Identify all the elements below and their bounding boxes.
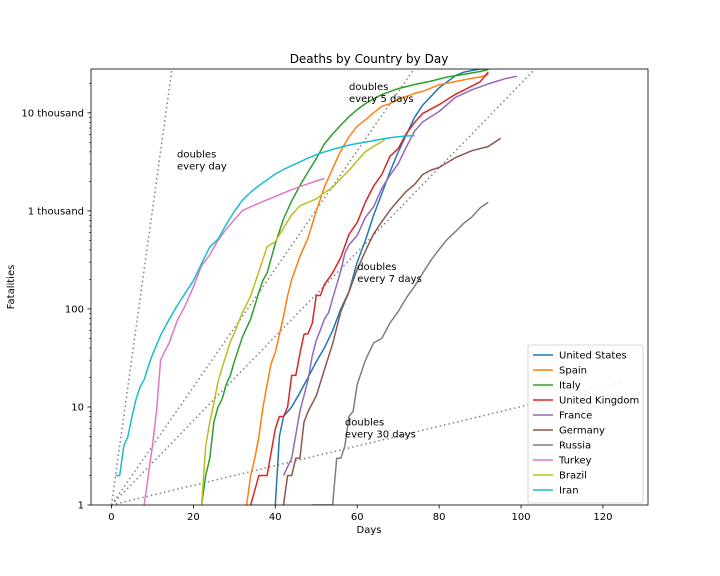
- series-line-russia: [312, 201, 489, 505]
- series-line-france: [282, 75, 518, 476]
- legend-label: Russia: [559, 441, 591, 452]
- reference-line: [110, 69, 173, 505]
- x-axis-label: Days: [357, 525, 382, 536]
- legend-label: France: [559, 411, 592, 422]
- legend: United States Spain Italy United Kingdom Fra…: [527, 344, 644, 504]
- y-axis-label: Fatalities: [6, 265, 17, 310]
- y-tick-label: 100: [65, 304, 84, 315]
- series-line-germany: [282, 137, 502, 505]
- series-line-spain: [245, 73, 489, 505]
- reference-line-label: doubles every 5 days: [349, 82, 414, 105]
- x-tick-label: 120: [593, 512, 612, 523]
- x-tick-label: 40: [269, 512, 282, 523]
- x-axis: 0 20 40 60 80 100 120: [108, 505, 612, 523]
- x-tick-label: 20: [187, 512, 200, 523]
- y-tick-label: 10: [71, 402, 84, 413]
- x-tick-label: 100: [511, 512, 530, 523]
- legend-label: Brazil: [559, 471, 587, 482]
- legend-label: United Kingdom: [559, 396, 639, 407]
- y-tick-label: 1 thousand: [28, 206, 84, 217]
- x-tick-label: 80: [433, 512, 446, 523]
- y-axis: 1 10 100 1 thousand 10 thousand: [21, 83, 91, 512]
- series-line-iran: [115, 134, 415, 477]
- y-tick-label: 1: [78, 501, 84, 512]
- legend-label: Iran: [559, 486, 579, 497]
- series-line-united-kingdom: [249, 71, 489, 505]
- legend-label: Germany: [559, 426, 605, 437]
- series-lines: [115, 69, 518, 505]
- reference-line-label: doubles every 30 days: [345, 417, 416, 440]
- legend-box: [527, 344, 644, 504]
- x-tick-label: 60: [351, 512, 364, 523]
- legend-label: Turkey: [558, 456, 592, 467]
- reference-line-labels: doubles every day doubles every 5 days doubl…: [177, 82, 422, 440]
- series-line-united-states: [274, 69, 489, 505]
- legend-label: Italy: [559, 381, 581, 392]
- series-line-italy: [200, 69, 489, 505]
- y-tick-label: 10 thousand: [21, 108, 84, 119]
- chart-title: Deaths by Country by Day: [290, 52, 449, 66]
- legend-label: United States: [559, 351, 627, 362]
- series-line-brazil: [200, 137, 387, 505]
- reference-line-label: doubles every day: [177, 150, 227, 173]
- reference-line-label: doubles every 7 days: [357, 262, 422, 285]
- series-line-turkey: [143, 177, 325, 505]
- legend-label: Spain: [559, 366, 587, 377]
- plot-frame: [90, 68, 649, 506]
- x-tick-label: 0: [108, 512, 114, 523]
